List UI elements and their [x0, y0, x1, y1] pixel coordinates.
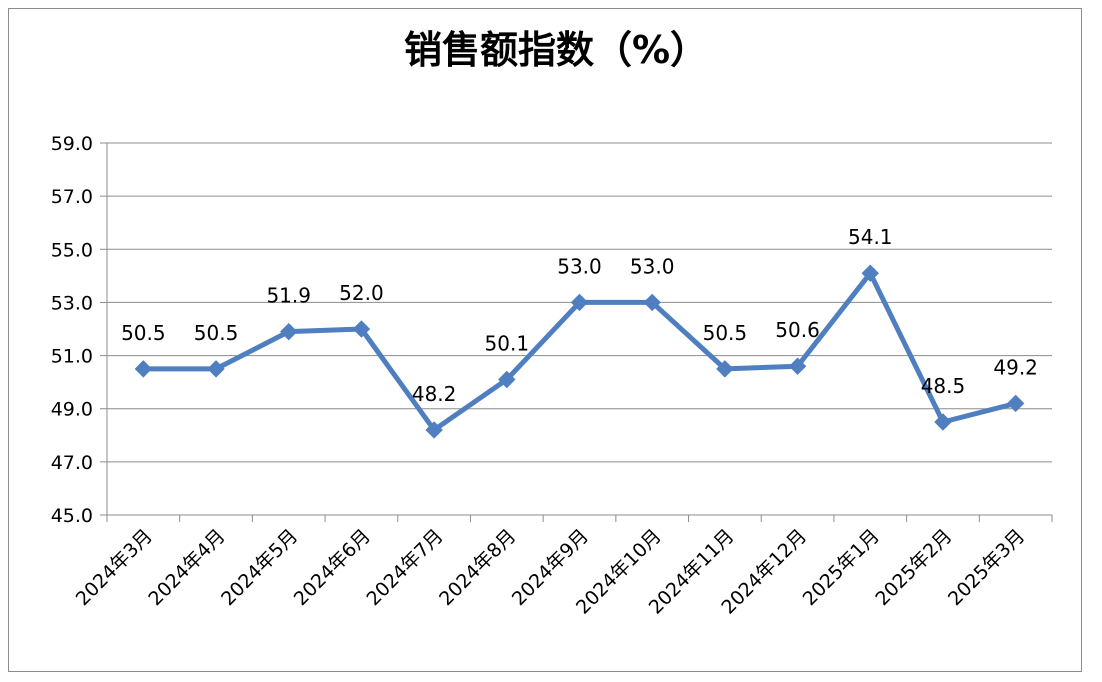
y-tick-label-4: 53.0	[51, 292, 93, 314]
data-label-1: 50.5	[194, 321, 239, 345]
data-point-3	[352, 320, 371, 338]
data-label-0: 50.5	[121, 321, 166, 345]
data-point-12	[1006, 394, 1025, 413]
data-point-5	[498, 370, 516, 389]
gridlines	[107, 142, 1052, 463]
y-tick-label-6: 57.0	[51, 186, 93, 208]
data-label-9: 50.6	[775, 318, 820, 342]
y-tick-label-0: 45.0	[51, 505, 93, 527]
data-labels: 50.5 50.5 51.9 52.0 48.2 50.1 53.0 53.0 50.5 50.6…	[121, 225, 1038, 406]
x-tick-label-12: 2025年3月	[944, 525, 1029, 610]
y-tick-label-2: 49.0	[51, 399, 93, 421]
x-tick-label-2: 2024年5月	[217, 525, 302, 610]
y-tick-label-1: 47.0	[51, 452, 93, 474]
x-tick-label-11: 2025年2月	[871, 525, 956, 610]
data-point-10	[861, 264, 879, 282]
data-label-3: 52.0	[339, 281, 384, 305]
y-tick-label-7: 59.0	[51, 133, 93, 155]
x-tick-label-4: 2024年7月	[362, 525, 447, 610]
data-label-7: 53.0	[630, 254, 675, 278]
data-point-4	[425, 421, 443, 439]
data-label-12: 49.2	[993, 355, 1038, 379]
chart-title: 销售额指数（%）	[404, 28, 708, 72]
data-point-6	[570, 293, 589, 312]
y-tick-label-5: 55.0	[51, 239, 93, 261]
x-axis-tick-labels: 2024年3月2024年4月2024年5月2024年6月2024年7月2024年…	[72, 525, 1029, 619]
data-point-9	[788, 357, 807, 375]
data-label-6: 53.0	[557, 254, 602, 278]
data-label-5: 50.1	[485, 331, 530, 355]
series-markers	[134, 264, 1025, 439]
data-label-4: 48.2	[412, 382, 457, 406]
data-point-11	[934, 413, 952, 431]
x-tick-label-3: 2024年6月	[290, 525, 375, 610]
y-axis-tick-labels: 45.0 47.0 49.0 51.0 53.0 55.0 57.0 59.0	[51, 133, 93, 527]
data-point-8	[716, 360, 734, 378]
data-label-2: 51.9	[266, 284, 311, 308]
x-tick-label-5: 2024年8月	[435, 525, 520, 610]
data-point-7	[643, 293, 661, 312]
data-label-11: 48.5	[921, 374, 966, 398]
data-label-8: 50.5	[703, 321, 748, 345]
y-tick-label-3: 51.0	[51, 346, 93, 368]
x-tick-label-0: 2024年3月	[72, 525, 157, 610]
data-label-10: 54.1	[848, 225, 893, 249]
axes	[100, 142, 1053, 522]
data-point-0	[134, 360, 153, 378]
data-point-2	[280, 322, 298, 341]
x-tick-label-1: 2024年4月	[144, 525, 229, 610]
x-tick-label-10: 2025年1月	[799, 525, 884, 610]
data-point-1	[207, 360, 225, 378]
